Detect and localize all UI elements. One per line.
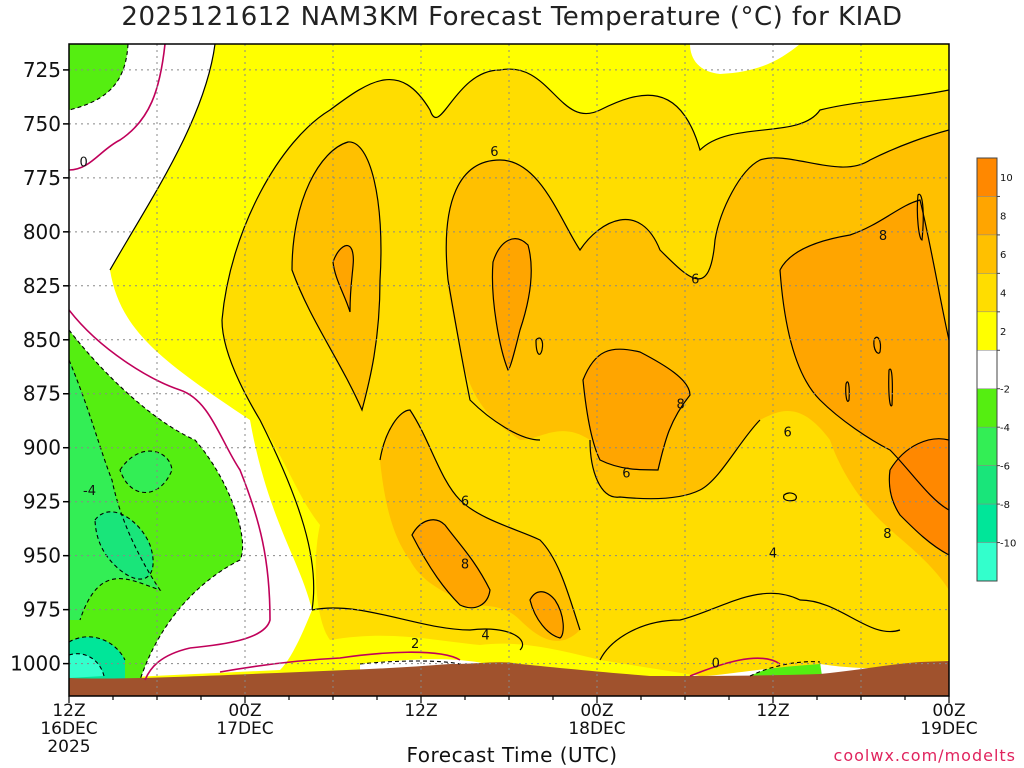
colorbar-label: -8 xyxy=(1000,500,1010,511)
contour-label: 6 xyxy=(622,467,630,482)
y-tick-label: 800 xyxy=(23,220,61,244)
contour-label: 8 xyxy=(461,557,469,572)
y-tick-label: 975 xyxy=(23,598,61,622)
y-tick-label: 900 xyxy=(23,436,61,460)
colorbar-label: 4 xyxy=(1000,289,1006,300)
contour-label: -4 xyxy=(83,484,96,499)
fill-green-top-left xyxy=(69,44,128,110)
x-axis-title: Forecast Time (UTC) xyxy=(406,743,618,767)
y-tick-label: 850 xyxy=(23,328,61,352)
colorbar-label: 6 xyxy=(1000,250,1006,261)
colorbar-label: 2 xyxy=(1000,327,1006,338)
fill-8-to-10-b xyxy=(492,238,532,370)
contour-label: 0 xyxy=(80,156,88,171)
colorbar-bin xyxy=(976,196,998,236)
x-tick-label: 12Z xyxy=(52,701,85,721)
y-tick-label: 950 xyxy=(23,544,61,568)
fill-8-to-10-e xyxy=(412,519,490,608)
colorbar-bin xyxy=(976,388,998,428)
colorbar-bin xyxy=(976,157,998,197)
colorbar-legend: 10 8 6 4 2 -2 -4 -6 -8 -10 xyxy=(976,157,1016,582)
contour-label: 4 xyxy=(481,629,489,644)
fill-8-to-10-c xyxy=(583,349,690,470)
x-tick-label: 12Z xyxy=(756,701,789,721)
y-tick-label: 725 xyxy=(23,58,61,82)
colorbar-bin xyxy=(976,503,998,543)
fill-green-bottom-right xyxy=(750,661,822,676)
fill-8-to-10-f xyxy=(530,591,564,638)
zero-contours xyxy=(69,44,781,681)
x-tick-label: 18DEC xyxy=(568,719,625,739)
colorbar-label: -6 xyxy=(1000,462,1010,473)
colorbar-bin xyxy=(976,542,998,582)
y-tick-label: 875 xyxy=(23,382,61,406)
chart-title: 2025121612 NAM3KM Forecast Temperature (… xyxy=(121,2,903,32)
fill-10-to-12 xyxy=(889,438,949,555)
colorbar-label: 8 xyxy=(1000,212,1006,223)
contour-label: 6 xyxy=(490,145,498,160)
y-tick-label: 925 xyxy=(23,490,61,514)
colorbar-bin xyxy=(976,273,998,313)
colorbar-bin xyxy=(976,350,998,389)
fill-aqua-bottom-left xyxy=(69,653,104,678)
x-tick-label: 12Z xyxy=(404,701,437,721)
grid-lines xyxy=(69,44,949,696)
contour-label: 8 xyxy=(883,527,891,542)
contour-label: 6 xyxy=(784,426,792,441)
x-tick-label: 00Z xyxy=(228,701,261,721)
colorbar-label: -10 xyxy=(1000,539,1016,550)
colorbar-bin xyxy=(976,426,998,466)
y-tick-label: 1000 xyxy=(10,652,61,676)
contour-label: 0 xyxy=(712,657,720,672)
contour-label: 8 xyxy=(879,229,887,244)
x-tick-label: 00Z xyxy=(932,701,965,721)
contour-label: 6 xyxy=(461,495,469,510)
colorbar-label: 10 xyxy=(1000,173,1013,184)
source-credit: coolwx.com/modelts xyxy=(833,746,1016,765)
colorbar-label: -4 xyxy=(1000,423,1010,434)
contour-labels: 0 -4 2 4 6 8 6 6 8 6 6 4 8 8 0 xyxy=(80,145,892,672)
contour-label: 2 xyxy=(411,637,419,652)
fill-green-dark-patch xyxy=(120,451,172,493)
x-tick-label: 2025 xyxy=(47,737,90,757)
contour-label: 4 xyxy=(769,547,777,562)
colorbar-bin xyxy=(976,311,998,351)
x-tick-label: 19DEC xyxy=(920,719,977,739)
contour-lines xyxy=(109,44,949,661)
y-axis: 725 750 775 800 825 850 875 900 925 950 975 1000 xyxy=(10,58,69,676)
contour-label: 6 xyxy=(691,272,699,287)
y-tick-label: 775 xyxy=(23,166,61,190)
ground-terrain xyxy=(69,661,949,696)
colorbar-bin xyxy=(976,465,998,505)
colorbar-frame xyxy=(976,157,998,582)
y-tick-label: 750 xyxy=(23,112,61,136)
fill-8-to-10-d xyxy=(780,200,949,510)
fill-green-darker-left xyxy=(95,511,154,580)
fill-green-left xyxy=(69,330,243,682)
y-tick-label: 825 xyxy=(23,274,61,298)
fill-8-to-10-a xyxy=(333,245,354,312)
x-tick-label: 00Z xyxy=(580,701,613,721)
x-tick-label: 17DEC xyxy=(216,719,273,739)
colorbar-bin xyxy=(976,234,998,274)
fill-6-to-8-c xyxy=(380,410,580,641)
x-tick-label: 16DEC xyxy=(40,719,97,739)
colorbar-label: -2 xyxy=(1000,385,1010,396)
contour-label: 8 xyxy=(676,398,684,413)
